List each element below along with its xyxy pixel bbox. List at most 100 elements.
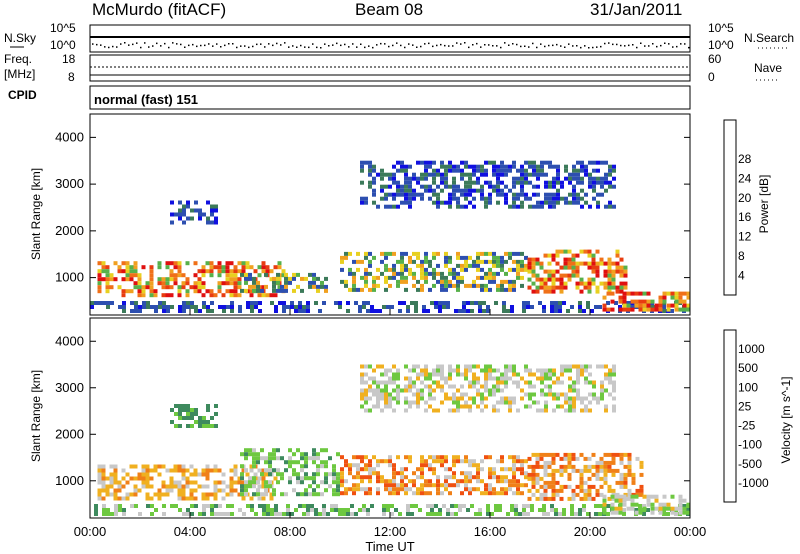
velocity-echo-cell — [591, 452, 596, 457]
velocity-echo-cell — [396, 483, 400, 488]
power-echo-cell — [516, 271, 520, 276]
velocity-echo-cell — [446, 512, 450, 516]
power-echo-cell — [591, 257, 596, 262]
velocity-echo-cell — [193, 496, 198, 501]
velocity-echo-cell — [638, 508, 642, 512]
power-echo-cell — [404, 200, 408, 205]
power-colorbar-label: Power [dB] — [757, 175, 771, 234]
velocity-echo-cell — [258, 504, 262, 508]
power-echo-cell — [611, 285, 616, 290]
velocity-echo-cell — [292, 472, 296, 477]
velocity-echo-cell — [356, 483, 360, 488]
velocity-echo-cell — [452, 455, 456, 460]
velocity-echo-cell — [504, 364, 508, 369]
power-echo-cell — [646, 291, 651, 296]
power-echo-cell — [312, 284, 316, 289]
power-echo-cell — [568, 172, 572, 177]
velocity-echo-cell — [314, 512, 318, 516]
power-echo-cell — [384, 204, 388, 209]
velocity-echo-cell — [579, 480, 584, 485]
velocity-echo-cell — [360, 372, 364, 377]
power-echo-cell — [496, 168, 500, 173]
power-echo-cell — [543, 285, 548, 290]
velocity-echo-cell — [619, 460, 624, 465]
nsearch-dot — [224, 44, 226, 47]
velocity-echo-cell — [579, 452, 584, 457]
nsearch-dot — [412, 44, 414, 46]
power-echo-cell — [408, 180, 412, 185]
velocity-echo-cell — [498, 504, 502, 508]
power-echo-cell — [261, 265, 266, 270]
velocity-echo-cell — [404, 376, 408, 381]
velocity-echo-cell — [260, 472, 264, 477]
power-echo-cell — [582, 309, 586, 313]
nsearch-dot — [468, 46, 470, 49]
velocity-echo-cell — [551, 480, 556, 485]
velocity-echo-cell — [436, 384, 440, 389]
velocity-echo-cell — [650, 494, 655, 499]
velocity-echo-cell — [332, 492, 336, 497]
velocity-echo-cell — [404, 455, 408, 460]
power-echo-cell — [619, 273, 624, 278]
velocity-echo-cell — [282, 512, 286, 516]
velocity-echo-cell — [674, 512, 678, 516]
power-echo-cell — [416, 176, 420, 181]
power-echo-cell — [376, 267, 380, 272]
velocity-echo-cell — [209, 492, 214, 497]
velocity-echo-cell — [314, 508, 318, 512]
power-echo-cell — [500, 255, 504, 260]
velocity-echo-cell — [372, 380, 376, 385]
velocity-echo-cell — [562, 512, 566, 516]
velocity-echo-cell — [244, 468, 248, 473]
velocity-echo-cell — [217, 468, 222, 473]
velocity-echo-cell — [452, 368, 456, 373]
power-echo-cell — [142, 305, 146, 309]
power-echo-cell — [587, 289, 592, 294]
power-echo-cell — [146, 305, 150, 309]
power-echo-cell — [555, 261, 560, 266]
nsearch-dot — [380, 42, 382, 45]
velocity-echo-cell — [608, 372, 612, 377]
power-echo-cell — [444, 263, 448, 268]
velocity-echo-cell — [352, 455, 356, 460]
power-echo-cell — [294, 305, 298, 309]
power-echo-cell — [281, 273, 286, 278]
power-echo-cell — [547, 261, 552, 266]
power-echo-cell — [607, 269, 612, 274]
velocity-echo-cell — [416, 487, 420, 492]
velocity-echo-cell — [532, 372, 536, 377]
power-echo-cell — [464, 192, 468, 197]
velocity-echo-cell — [249, 468, 254, 473]
velocity-echo-cell — [472, 372, 476, 377]
power-echo-cell — [320, 280, 324, 285]
velocity-echo-cell — [560, 372, 564, 377]
velocity-echo-cell — [484, 483, 488, 488]
power-echo-cell — [452, 275, 456, 280]
velocity-echo-cell — [639, 464, 644, 469]
velocity-echo-cell — [627, 492, 632, 497]
power-echo-cell — [460, 263, 464, 268]
velocity-echo-cell — [555, 452, 560, 457]
velocity-echo-cell — [276, 472, 280, 477]
velocity-echo-cell — [94, 512, 98, 516]
nsearch-tick-bottom: 10^0 — [708, 38, 734, 52]
velocity-echo-cell — [400, 475, 404, 480]
velocity-echo-cell — [542, 508, 546, 512]
power-echo-cell — [428, 172, 432, 177]
power-echo-cell — [177, 269, 182, 274]
power-echo-cell — [484, 200, 488, 205]
velocity-echo-cell — [169, 484, 174, 489]
velocity-ytick-label: 2000 — [55, 426, 84, 441]
power-echo-cell — [496, 164, 500, 169]
velocity-echo-cell — [296, 476, 300, 481]
power-echo-cell — [587, 253, 592, 258]
velocity-echo-cell — [458, 508, 462, 512]
power-echo-cell — [662, 295, 667, 300]
power-echo-cell — [201, 265, 206, 270]
velocity-echo-cell — [564, 400, 568, 405]
velocity-echo-cell — [384, 372, 388, 377]
nsearch-dot — [96, 43, 98, 46]
velocity-echo-cell — [376, 388, 380, 393]
power-echo-cell — [452, 164, 456, 169]
power-echo-cell — [306, 301, 310, 305]
